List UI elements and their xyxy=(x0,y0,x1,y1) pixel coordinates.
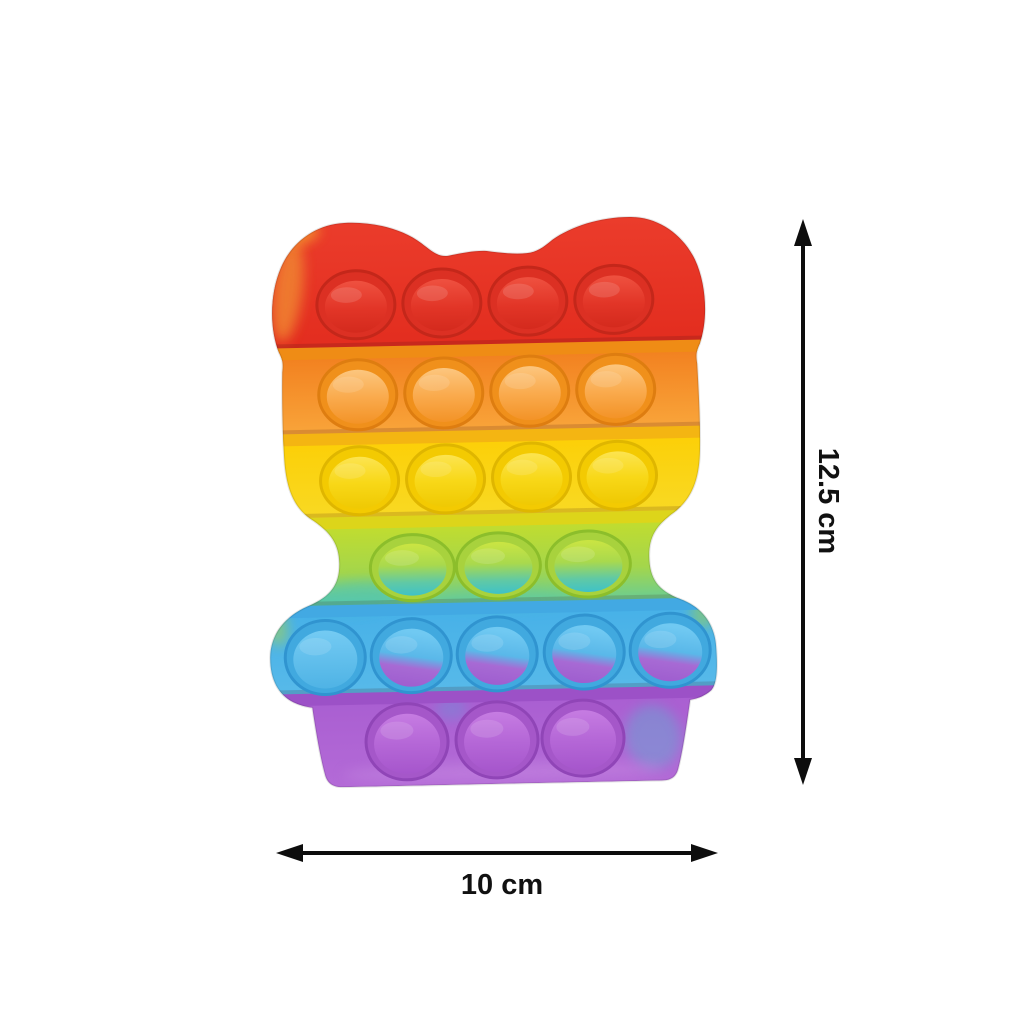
arrow-up-icon xyxy=(794,219,812,246)
pop-bubble-yellow-4 xyxy=(577,439,659,511)
pop-bubble-orange-3 xyxy=(489,354,571,428)
pop-bubble-blue-4 xyxy=(542,613,626,691)
pop-bubble-green-1 xyxy=(368,533,456,603)
width-label: 10 cm xyxy=(461,869,543,901)
pop-bubble-purple-3 xyxy=(540,698,626,778)
pop-bubble-orange-4 xyxy=(575,352,657,426)
pop-bubble-blue-1 xyxy=(283,618,367,696)
pop-bubble-purple-2 xyxy=(454,700,540,780)
pop-bubble-blue-2 xyxy=(369,617,453,695)
pop-bubble-blue-5 xyxy=(628,611,712,689)
pop-bubble-green-2 xyxy=(454,531,542,601)
pop-bubble-red-1 xyxy=(315,269,397,341)
pop-bubble-red-4 xyxy=(573,263,655,335)
height-label: 12.5 cm xyxy=(812,448,844,554)
ridge-blue xyxy=(261,596,720,619)
ridge-green xyxy=(261,508,720,531)
width-dimension-arrow: 10 cm xyxy=(276,844,718,901)
toy-bubbles xyxy=(283,263,712,782)
ridge-orange xyxy=(261,338,720,361)
height-dimension-arrow: 12.5 cm xyxy=(794,219,844,785)
pop-bubble-red-2 xyxy=(401,267,483,339)
pop-bubble-orange-2 xyxy=(403,356,485,430)
arrow-right-icon xyxy=(691,844,718,862)
ridge-purple xyxy=(261,684,720,707)
arrow-left-icon xyxy=(276,844,303,862)
band-red xyxy=(261,215,720,358)
pop-bubble-yellow-3 xyxy=(491,441,573,513)
pop-bubble-red-3 xyxy=(487,265,569,337)
pop-bubble-yellow-1 xyxy=(319,445,401,517)
pop-bubble-green-3 xyxy=(544,529,632,599)
ridge-shadow-orange xyxy=(261,334,720,351)
arrow-down-icon xyxy=(794,758,812,785)
ridge-shadow-blue xyxy=(261,592,720,608)
pop-it-toy xyxy=(261,215,720,789)
pop-bubble-orange-1 xyxy=(317,358,399,432)
toy-outline xyxy=(269,215,718,789)
pop-bubble-purple-1 xyxy=(364,702,450,782)
pop-bubble-yellow-2 xyxy=(405,443,487,515)
pop-bubble-blue-3 xyxy=(455,615,539,693)
marble-patch xyxy=(624,704,682,769)
ridge-yellow xyxy=(261,424,720,447)
